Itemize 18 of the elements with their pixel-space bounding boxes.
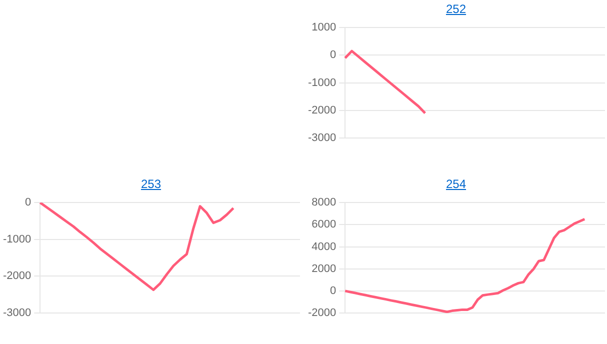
y-tick-label: 1000 [312, 22, 336, 34]
y-tick-label: -1000 [2, 233, 32, 246]
y-tick-label: -2000 [308, 104, 336, 116]
y-tick-label: 0 [330, 284, 336, 297]
y-tick-label: 8000 [312, 196, 336, 209]
y-tick-label: 0 [25, 196, 32, 209]
y-tick-label: -3000 [308, 132, 336, 144]
y-tick-label: 6000 [312, 218, 336, 231]
chart-title: 252 [444, 2, 468, 16]
y-tick-label: -3000 [2, 307, 32, 320]
y-tick-label: -2000 [2, 270, 32, 282]
chart-title: 253 [140, 177, 162, 191]
y-tick-label: 4000 [312, 240, 336, 253]
y-tick-label: -1000 [308, 76, 336, 89]
y-tick-label: 2000 [312, 262, 336, 275]
y-tick-label: -2000 [308, 307, 336, 320]
chart-title: 254 [444, 177, 468, 191]
y-tick-label: 0 [330, 49, 336, 62]
